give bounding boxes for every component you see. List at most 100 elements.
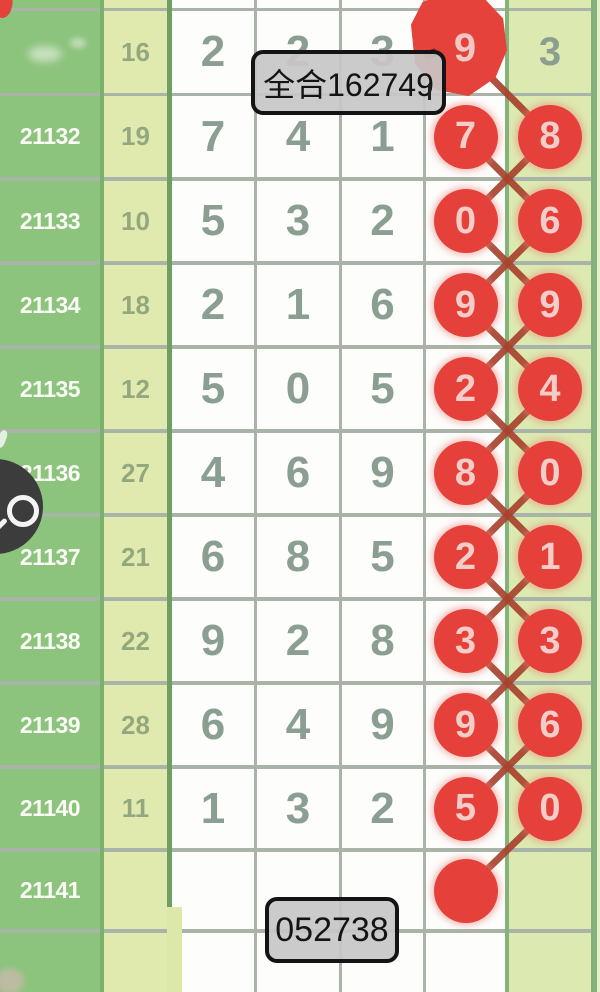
digit-value: 7 [200, 111, 226, 161]
draw-circle: 9 [433, 693, 498, 757]
sum-value: 11 [121, 793, 150, 823]
draw-circle: 3 [433, 609, 498, 673]
draw-circle: 6 [518, 693, 582, 757]
pink-smudge [0, 968, 24, 992]
digit-cell: 6 [172, 685, 254, 765]
period-cell: 21134 [0, 265, 100, 345]
period-cell [0, 0, 100, 8]
sum-cell: 16 [104, 11, 167, 93]
period-cell: 21132 [0, 96, 100, 177]
sum-value: 27 [121, 457, 150, 488]
digit-value: 2 [285, 616, 311, 665]
digit-cell: 9 [342, 685, 423, 765]
sum-cell [104, 933, 167, 992]
digit-value: 4 [285, 700, 311, 749]
digit-cell: 8 [257, 517, 339, 597]
digit-cell: 2 [342, 181, 423, 261]
digit-value: 3 [285, 783, 311, 833]
border-notch [167, 907, 182, 992]
draw-right-cell [509, 933, 591, 992]
sum-cell: 19 [104, 96, 167, 177]
period-label: 21135 [19, 375, 81, 402]
period-label: 21133 [19, 207, 81, 234]
digit-cell [172, 0, 254, 8]
sum-cell: 28 [104, 685, 167, 765]
digit-value: 9 [370, 700, 395, 749]
column-border [591, 0, 597, 992]
digit-value: 6 [200, 700, 226, 749]
digit-value: 9 [370, 448, 395, 497]
sum-value: 22 [121, 625, 150, 656]
draw-right-cell: 3 [509, 11, 591, 93]
period-label: 21132 [19, 123, 81, 149]
column-border [100, 0, 104, 992]
draw-circle: 8 [518, 104, 582, 169]
watermark-smudge [70, 38, 86, 48]
digit-cell: 4 [172, 433, 254, 513]
sum-cell: 22 [104, 601, 167, 681]
draw-number: 3 [538, 29, 562, 74]
digit-value: 5 [370, 364, 395, 413]
sum-annotation-badge: 全合162749 [251, 50, 446, 115]
digit-value: 5 [200, 364, 226, 413]
draw-circle: 7 [433, 104, 498, 169]
digit-cell: 1 [172, 769, 254, 848]
period-label: 21134 [19, 291, 81, 318]
digit-cell: 6 [172, 517, 254, 597]
digit-cell: 0 [257, 349, 339, 429]
sum-value: 16 [121, 36, 150, 67]
right-edge-sliver [597, 0, 600, 992]
sum-value: 18 [121, 289, 150, 320]
digit-cell [172, 852, 254, 929]
period-label: 21140 [19, 795, 81, 821]
draw-circle: 8 [433, 441, 498, 505]
draw-circle: 4 [518, 357, 582, 421]
draw-right-cell [509, 852, 591, 929]
sum-cell [104, 852, 167, 929]
period-label: 21138 [19, 627, 81, 654]
digit-cell: 3 [257, 769, 339, 848]
digit-cell: 7 [172, 96, 254, 177]
sum-cell: 10 [104, 181, 167, 261]
sum-value: 21 [121, 541, 150, 572]
digit-value: 0 [285, 364, 311, 413]
digit-cell: 6 [342, 265, 423, 345]
draw-circle: 3 [518, 609, 582, 673]
sum-cell: 12 [104, 349, 167, 429]
draw-circle: 9 [518, 273, 582, 337]
sum-value: 19 [121, 121, 150, 151]
period-cell: 21135 [0, 349, 100, 429]
digit-cell: 2 [257, 601, 339, 681]
digit-cell: 2 [172, 11, 254, 93]
sum-value: 28 [121, 709, 150, 740]
digit-cell [172, 933, 254, 992]
prediction-badge: 052738 [265, 897, 399, 963]
sum-value: 12 [121, 373, 150, 404]
watermark-smudge [28, 46, 62, 62]
digit-value: 4 [200, 448, 226, 497]
draw-right-cell [509, 0, 591, 8]
draw-circle: 9 [433, 273, 498, 337]
sum-cell: 21 [104, 517, 167, 597]
digit-cell: 4 [257, 685, 339, 765]
draw-circle: 6 [518, 189, 582, 253]
period-cell: 21139 [0, 685, 100, 765]
digit-cell: 9 [172, 601, 254, 681]
draw-circle: 0 [518, 776, 582, 841]
draw-circle: 5 [433, 776, 498, 841]
digit-cell: 1 [257, 265, 339, 345]
period-cell: 21141 [0, 852, 100, 929]
draw-circle: 2 [433, 525, 498, 589]
digit-cell: 2 [172, 265, 254, 345]
period-label: 21137 [19, 543, 81, 570]
sum-value: 10 [121, 205, 150, 236]
digit-value: 6 [285, 448, 311, 497]
sum-cell: 27 [104, 433, 167, 513]
draw-circle: 2 [433, 357, 498, 421]
draw-circle: 0 [433, 189, 498, 253]
digit-value: 2 [200, 280, 226, 329]
period-cell: 21140 [0, 769, 100, 848]
digit-value: 6 [370, 280, 395, 329]
digit-value: 4 [285, 111, 311, 161]
digit-cell: 6 [257, 433, 339, 513]
